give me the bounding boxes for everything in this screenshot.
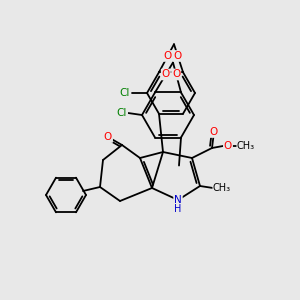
Text: O: O (224, 141, 232, 151)
Text: CH₃: CH₃ (237, 141, 255, 151)
Text: Cl: Cl (120, 88, 130, 98)
Text: H: H (174, 204, 182, 214)
Text: O: O (104, 132, 112, 142)
Text: N: N (174, 195, 182, 205)
Text: O: O (210, 127, 218, 137)
Text: CH₃: CH₃ (213, 183, 231, 193)
Text: O: O (164, 51, 172, 61)
Text: O: O (172, 70, 180, 80)
Text: Cl: Cl (117, 108, 127, 118)
Text: O: O (162, 70, 170, 80)
Text: O: O (174, 51, 182, 61)
